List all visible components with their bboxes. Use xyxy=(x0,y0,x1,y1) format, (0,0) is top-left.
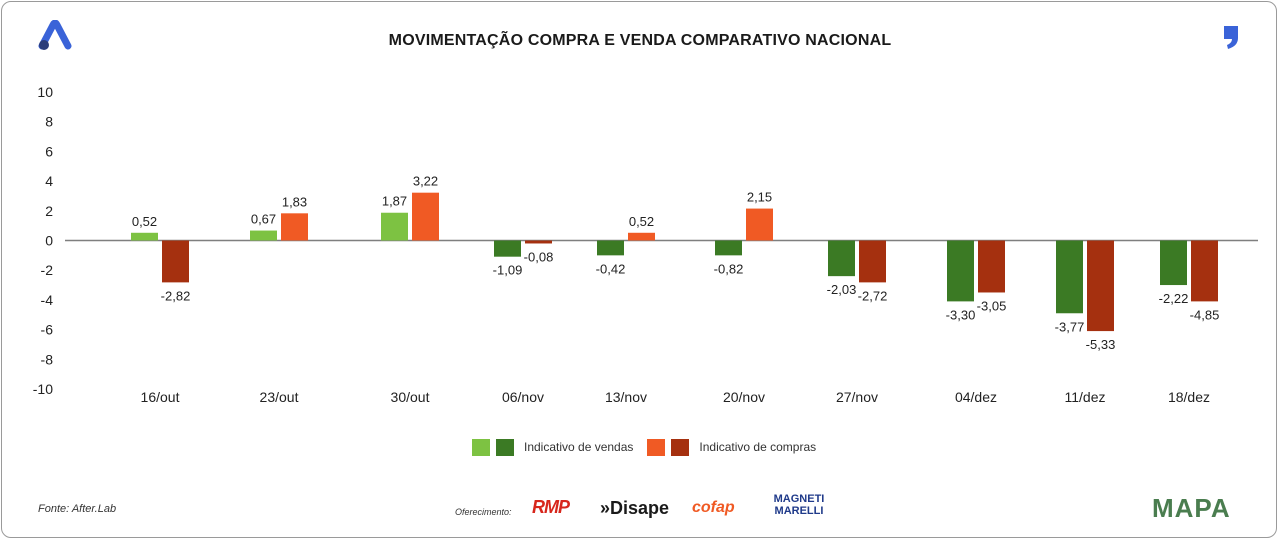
legend-swatch-purchases-positive xyxy=(647,438,666,456)
sponsor-rmp-logo: RMP xyxy=(532,497,570,517)
purchases-bar-13-nov xyxy=(628,232,655,241)
x-category-label: 13/nov xyxy=(605,389,647,405)
sales-data-label: -2,03 xyxy=(827,282,857,297)
chart-legend: Indicativo de vendas Indicativo de compr… xyxy=(472,438,830,456)
sales-bar-06-nov xyxy=(494,240,521,257)
legend-label-purchases: Indicativo de compras xyxy=(699,440,817,454)
y-tick-label: -6 xyxy=(41,322,54,338)
sales-data-label: -0,82 xyxy=(714,261,744,276)
purchases-data-label: -4,85 xyxy=(1190,307,1220,322)
x-category-label: 11/dez xyxy=(1065,389,1106,405)
purchases-data-label: -2,72 xyxy=(858,288,888,303)
purchases-data-label: -3,05 xyxy=(977,298,1007,313)
legend-swatch-sales-negative xyxy=(496,438,514,456)
purchases-bar-11-dez xyxy=(1087,240,1114,332)
sales-bar-20-nov xyxy=(715,240,742,256)
sales-bar-13-nov xyxy=(597,240,624,256)
y-tick-label: 10 xyxy=(37,84,53,100)
x-category-label: 23/out xyxy=(260,389,299,405)
purchases-bar-30-out xyxy=(412,192,439,241)
y-tick-label: -10 xyxy=(33,381,53,397)
sales-data-label: -2,22 xyxy=(1159,291,1189,306)
sales-data-label: -1,09 xyxy=(493,263,523,278)
sales-data-label: 1,87 xyxy=(382,194,407,209)
mapa-logo-text: MAPA xyxy=(1152,493,1231,523)
sales-bar-04-dez xyxy=(947,240,974,302)
purchases-bar-16-out xyxy=(162,240,189,283)
purchases-data-label: 2,15 xyxy=(747,190,772,205)
purchases-bar-04-dez xyxy=(978,240,1005,293)
sales-data-label: -0,42 xyxy=(596,261,626,276)
y-tick-label: -2 xyxy=(41,262,54,278)
purchases-data-label: 1,83 xyxy=(282,194,307,209)
quote-mark-icon xyxy=(1222,24,1242,55)
y-tick-label: 2 xyxy=(45,203,53,219)
y-tick-label: 6 xyxy=(45,143,53,159)
purchases-data-label: 0,52 xyxy=(629,214,654,229)
sales-bar-23-out xyxy=(250,230,277,241)
legend-swatch-sales-positive xyxy=(472,438,490,456)
after-lab-logo-icon xyxy=(38,19,72,57)
y-tick-label: 0 xyxy=(45,233,53,249)
y-tick-label: 4 xyxy=(45,173,53,189)
purchases-bar-23-out xyxy=(281,213,308,241)
x-category-label: 16/out xyxy=(141,389,180,405)
x-category-label: 06/nov xyxy=(502,389,544,405)
sales-bar-11-dez xyxy=(1056,240,1083,314)
sponsor-disape-logo: »Disape xyxy=(600,498,670,518)
sales-data-label: 0,67 xyxy=(251,212,276,227)
sponsor-cofap-logo: cofap xyxy=(692,499,735,516)
x-category-label: 18/dez xyxy=(1168,389,1210,405)
sales-data-label: -3,77 xyxy=(1055,319,1085,334)
y-tick-label: 8 xyxy=(45,114,53,130)
source-note: Fonte: After.Lab xyxy=(38,503,117,515)
purchases-bar-06-nov xyxy=(525,240,552,244)
x-category-label: 20/nov xyxy=(723,389,765,405)
sales-bar-16-out xyxy=(131,232,158,241)
purchases-bar-20-nov xyxy=(746,208,773,241)
purchases-data-label: -5,33 xyxy=(1086,337,1116,352)
x-category-label: 27/nov xyxy=(836,389,878,405)
sales-data-label: -3,30 xyxy=(946,307,976,322)
mapa-logo: MAPA xyxy=(1152,493,1231,524)
sponsor-magneti-marelli-logo: MAGNETI MARELLI xyxy=(773,493,825,517)
y-tick-label: -4 xyxy=(41,292,54,308)
sales-data-label: 0,52 xyxy=(132,214,157,229)
purchases-data-label: 3,22 xyxy=(413,174,438,189)
purchases-bar-27-nov xyxy=(859,240,886,283)
x-category-label: 30/out xyxy=(391,389,430,405)
sales-bar-30-out xyxy=(381,212,408,241)
chart-title: MOVIMENTAÇÃO COMPRA E VENDA COMPARATIVO … xyxy=(388,32,892,49)
y-tick-label: -8 xyxy=(41,351,54,367)
sales-bar-27-nov xyxy=(828,240,855,277)
sales-bar-18-dez xyxy=(1160,240,1187,286)
purchases-data-label: -2,82 xyxy=(161,288,191,303)
legend-swatch-purchases-negative xyxy=(671,438,690,456)
offer-label: Oferecimento: xyxy=(455,507,512,517)
purchases-data-label: -0,08 xyxy=(524,249,554,264)
legend-label-sales: Indicativo de vendas xyxy=(524,440,634,454)
purchases-bar-18-dez xyxy=(1191,240,1218,302)
bar-chart: 10 8 6 4 2 0 -2 -4 -6 -8 -10 0,52 0,67 1,87 -1,09 -0,42… xyxy=(33,84,1258,405)
x-category-label: 04/dez xyxy=(955,389,997,405)
